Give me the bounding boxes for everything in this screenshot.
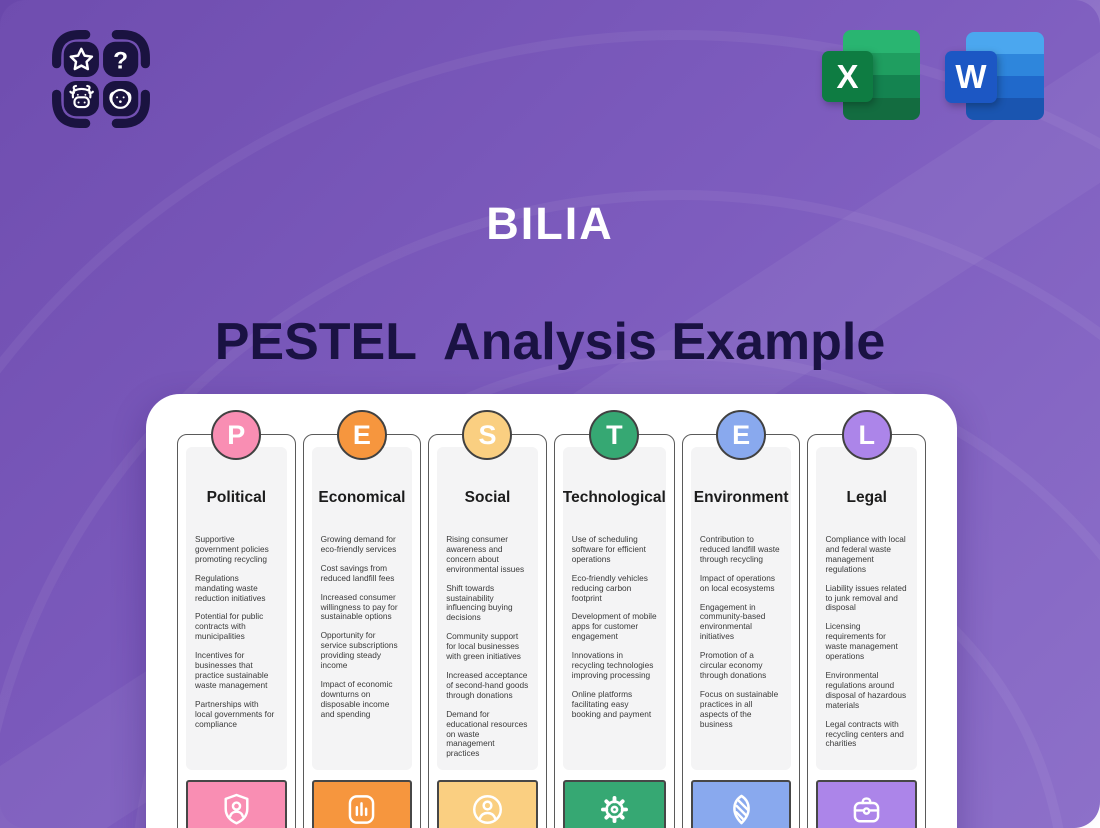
column-panel: Technological Use of scheduling software … xyxy=(562,447,666,770)
column-footer xyxy=(311,780,413,828)
column-item: Rising consumer awareness and concern ab… xyxy=(446,534,525,574)
letter-badge: E xyxy=(336,410,387,460)
column-panel: Social Rising consumer awareness and conc… xyxy=(437,447,538,770)
column-items: Supportive government policies promoting… xyxy=(186,534,287,730)
column-item: Increased acceptance of second-hand good… xyxy=(446,669,529,700)
column-item: Use of scheduling software for efficient… xyxy=(571,534,646,564)
column-item: Liability issues related to junk removal… xyxy=(825,582,907,613)
bracket-corner xyxy=(111,89,150,128)
column-item: Impact of operations on local ecosystems xyxy=(699,572,776,593)
user-circle-icon xyxy=(469,791,506,828)
column-items: Contribution to reduced landfill waste t… xyxy=(691,534,792,730)
column-title: Political xyxy=(206,489,267,506)
column-item: Shift towards sustainability influencing… xyxy=(446,582,513,623)
word-band xyxy=(966,98,1044,120)
gear-icon xyxy=(596,791,633,828)
word-icon: W xyxy=(945,51,997,103)
column-item: Contribution to reduced landfill waste t… xyxy=(699,534,780,564)
column-item: Compliance with local and federal waste … xyxy=(825,534,906,574)
column-items: Use of scheduling software for efficient… xyxy=(563,534,666,720)
pestel-board: P Political Supportive government policies… xyxy=(146,394,957,828)
brand-title: BILIA xyxy=(486,198,614,249)
column-item: Development of mobile apps for customer … xyxy=(571,611,657,642)
column-title: Economical xyxy=(318,489,406,506)
column-item: Impact of economic downturns on disposab… xyxy=(320,678,393,719)
columns: P Political Supportive government policies… xyxy=(177,410,927,828)
letter-badge: L xyxy=(841,410,892,460)
leaf-icon xyxy=(723,791,760,828)
letter-badge: S xyxy=(462,410,513,460)
column-title: Environment xyxy=(693,489,789,506)
column-panel: Economical Growing demand for eco-friendl… xyxy=(311,447,413,770)
column-title: Social xyxy=(464,489,511,506)
column-item: Regulations mandating waste reduction in… xyxy=(195,572,266,603)
pestel-column-legal: L Legal Compliance with local and federal … xyxy=(807,410,927,828)
excel-icon: X xyxy=(822,51,873,102)
letter-badge: T xyxy=(589,410,640,460)
column-item: Growing demand for eco-friendly services xyxy=(320,534,397,554)
column-item: Legal contracts with recycling centers a… xyxy=(825,718,904,749)
column-item: Innovations in recycling technologies im… xyxy=(571,650,654,680)
column-title: Legal xyxy=(846,489,887,506)
column-footer xyxy=(437,780,538,828)
cow-icon xyxy=(69,84,94,109)
column-item: Online platforms facilitating easy booki… xyxy=(571,688,652,719)
word-letter: W xyxy=(955,58,987,95)
column-item: Opportunity for service subscriptions pr… xyxy=(320,630,398,671)
app-logo: ? xyxy=(50,28,152,130)
column-item: Focus on sustainable practices in all as… xyxy=(699,688,779,729)
column-panel: Legal Compliance with local and federal w… xyxy=(816,447,918,770)
bracket-corner xyxy=(52,89,91,128)
column-item: Eco-friendly vehicles reducing carbon fo… xyxy=(571,572,648,603)
pestel-column-social: S Social Rising consumer awareness and con… xyxy=(428,410,547,828)
page-title: PESTEL Analysis Example xyxy=(214,313,886,371)
column-footer xyxy=(816,780,918,828)
pestel-column-technological: T Technological Use of scheduling software… xyxy=(553,410,675,828)
briefcase-icon xyxy=(848,791,885,828)
bracket-corner xyxy=(52,30,91,69)
column-item: Cost savings from reduced landfill fees xyxy=(320,562,395,583)
letter-badge: P xyxy=(211,410,262,460)
column-item: Supportive government policies promoting… xyxy=(195,534,269,564)
column-item: Partnerships with local governments for … xyxy=(195,698,275,729)
column-items: Growing demand for eco-friendly services… xyxy=(312,534,413,720)
column-item: Environmental regulations around disposa… xyxy=(825,669,907,710)
bar-chart-icon xyxy=(343,791,380,828)
excel-band xyxy=(843,97,920,120)
column-item: Incentives for businesses that practice … xyxy=(195,650,269,690)
shield-user-icon xyxy=(218,791,255,828)
column-item: Increased consumer willingness to pay fo… xyxy=(320,591,398,622)
star-icon xyxy=(69,47,94,71)
column-footer xyxy=(186,780,287,828)
column-item: Demand for educational resources on wast… xyxy=(446,708,528,759)
excel-band xyxy=(843,30,920,53)
question-icon: ? xyxy=(113,47,128,74)
bracket-corner xyxy=(111,30,150,69)
pestel-column-economical: E Economical Growing demand for eco-friend… xyxy=(302,410,422,828)
column-item: Potential for public contracts with muni… xyxy=(195,611,264,642)
column-panel: Environment Contribution to reduced landf… xyxy=(690,447,792,770)
excel-letter: X xyxy=(836,57,859,95)
column-footer xyxy=(690,780,792,828)
column-title: Technological xyxy=(562,489,666,506)
column-footer xyxy=(562,780,666,828)
column-item: Promotion of a circular economy through … xyxy=(699,650,767,680)
pestel-column-environment: E Environment Contribution to reduced land… xyxy=(681,410,801,828)
column-item: Community support for local businesses w… xyxy=(446,631,521,662)
word-band xyxy=(966,32,1044,54)
column-item: Licensing requirements for waste managem… xyxy=(825,621,898,662)
dog-icon xyxy=(109,88,132,109)
column-panel: Political Supportive government policies … xyxy=(186,447,287,770)
question-icon-glyph: ? xyxy=(113,47,128,74)
column-items: Rising consumer awareness and concern ab… xyxy=(437,534,538,759)
column-item: Engagement in community-based environmen… xyxy=(699,601,766,642)
pestel-column-political: P Political Supportive government policies… xyxy=(177,410,296,828)
column-items: Compliance with local and federal waste … xyxy=(816,534,917,749)
letter-badge: E xyxy=(716,410,767,460)
